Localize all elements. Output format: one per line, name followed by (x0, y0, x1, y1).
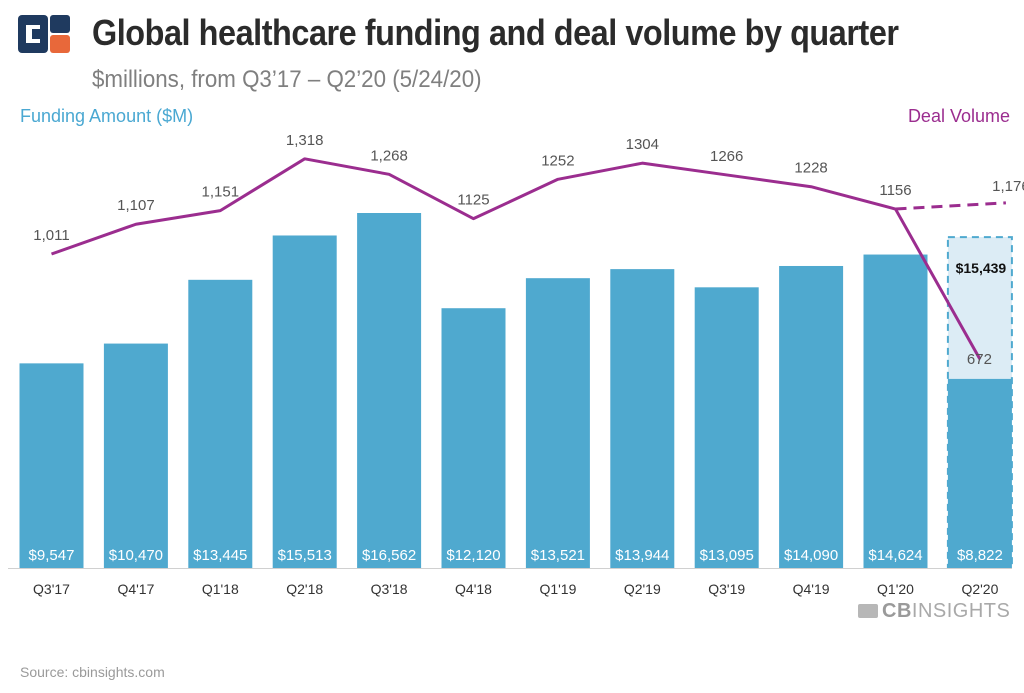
x-tick-label-Q1'20: Q1'20 (877, 581, 914, 597)
chart-subtitle: $millions, from Q3’17 – Q2’20 (5/24/20) (92, 66, 482, 93)
deal-volume-label-Q3'18: 1,268 (370, 147, 408, 164)
brand-cb: CB (882, 600, 912, 622)
funding-bar-Q2'20 (947, 378, 1012, 568)
funding-bar-Q4'19 (779, 265, 844, 568)
deal-volume-label-Q1'19: 1252 (541, 152, 574, 169)
source-note: Source: cbinsights.com (20, 664, 165, 680)
funding-bar-label-Q1'19: $13,521 (531, 547, 585, 564)
funding-bar-label-Q3'18: $16,562 (362, 547, 416, 564)
funding-bar-label-Q1'20: $14,624 (868, 547, 922, 564)
deal-volume-label-Q4'17: 1,107 (117, 197, 155, 214)
projected-deal-volume-label: 1,176 (992, 178, 1024, 195)
deal-volume-label-Q3'19: 1266 (710, 148, 743, 165)
funding-bar-label-Q2'19: $13,944 (615, 547, 669, 564)
cbinsights-brand: CBINSIGHTS (858, 600, 1010, 623)
deal-volume-label-Q3'17: 1,011 (33, 227, 69, 244)
x-tick-label-Q2'18: Q2'18 (286, 581, 323, 597)
funding-bar-label-Q3'19: $13,095 (700, 547, 754, 564)
deal-volume-label-Q4'19: 1228 (794, 160, 827, 177)
x-tick-label-Q4'17: Q4'17 (117, 581, 154, 597)
funding-bar-label-Q2'18: $15,513 (278, 547, 332, 564)
projected-funding-label: $15,439 (956, 260, 1007, 276)
funding-bar-label-Q1'18: $13,445 (193, 547, 247, 564)
funding-bar-Q1'20 (863, 254, 928, 568)
funding-bar-label-Q4'17: $10,470 (109, 547, 163, 564)
funding-bar-label-Q2'20: $8,822 (957, 547, 1003, 564)
projected-deal-volume-line (895, 201, 1006, 211)
funding-bar-label-Q4'18: $12,120 (446, 547, 500, 564)
chart-title: Global healthcare funding and deal volum… (92, 12, 899, 53)
funding-bar-Q3'18 (357, 213, 422, 568)
x-tick-label-Q3'19: Q3'19 (708, 581, 745, 597)
funding-bar-label-Q3'17: $9,547 (29, 547, 75, 564)
deal-volume-label-Q1'20: 1156 (879, 182, 911, 199)
deal-volume-label-Q2'19: 1304 (626, 136, 659, 153)
x-tick-label-Q1'19: Q1'19 (539, 581, 576, 597)
funding-bar-Q3'17 (19, 363, 84, 568)
x-tick-label-Q1'18: Q1'18 (202, 581, 239, 597)
deal-volume-axis-label: Deal Volume (907, 106, 1010, 126)
x-tick-label-Q3'18: Q3'18 (371, 581, 408, 597)
deal-volume-label-Q2'18: 1,318 (286, 132, 324, 149)
x-tick-label-Q3'17: Q3'17 (33, 581, 70, 597)
cbinsights-mark-icon (858, 604, 878, 618)
x-tick-label-Q2'20: Q2'20 (961, 581, 998, 597)
deal-volume-label-Q2'20: 672 (967, 351, 992, 368)
x-tick-label-Q4'18: Q4'18 (455, 581, 492, 597)
funding-bar-label-Q4'19: $14,090 (784, 547, 838, 564)
deal-volume-label-Q1'18: 1,151 (202, 184, 240, 201)
funding-bar-Q1'18 (188, 279, 253, 568)
deal-volume-label-Q4'18: 1125 (457, 192, 489, 209)
deal-volume-line (51, 157, 982, 360)
brand-insights: INSIGHTS (911, 600, 1011, 622)
funding-bar-Q1'19 (525, 278, 590, 568)
funding-axis-label: Funding Amount ($M) (20, 106, 194, 126)
funding-bar-Q4'18 (441, 308, 506, 568)
cb-logo-icon (18, 15, 70, 53)
funding-bar-Q3'19 (694, 287, 759, 568)
x-tick-label-Q4'19: Q4'19 (793, 581, 830, 597)
funding-bar-Q2'19 (610, 269, 675, 568)
x-tick-label-Q2'19: Q2'19 (624, 581, 661, 597)
funding-bar-Q4'17 (103, 343, 168, 568)
funding-bar-Q2'18 (272, 235, 337, 568)
